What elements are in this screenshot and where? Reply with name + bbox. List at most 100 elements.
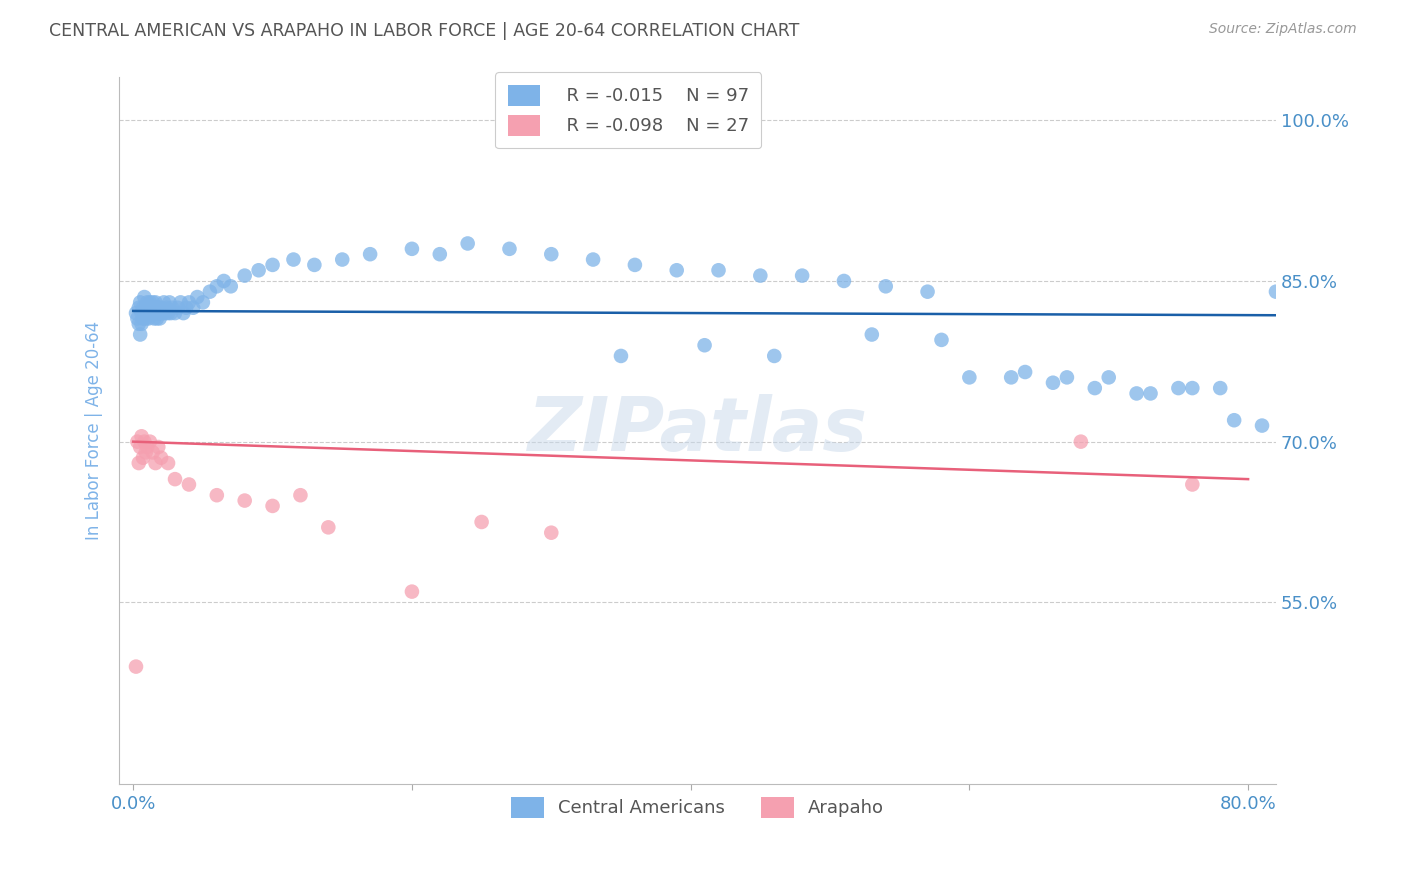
- Point: [186, 290, 208, 304]
- Point: [136, 440, 159, 454]
- Point: [155, 306, 177, 320]
- Point: [129, 295, 152, 310]
- Point: [624, 258, 647, 272]
- Point: [139, 306, 162, 320]
- Point: [145, 306, 167, 320]
- Point: [212, 274, 235, 288]
- Point: [160, 301, 183, 315]
- Point: [1098, 370, 1121, 384]
- Point: [1167, 381, 1189, 395]
- Point: [132, 450, 155, 465]
- Point: [153, 295, 176, 310]
- Point: [136, 295, 159, 310]
- Point: [540, 247, 562, 261]
- Point: [860, 327, 883, 342]
- Point: [262, 499, 284, 513]
- Point: [135, 311, 157, 326]
- Point: [205, 488, 228, 502]
- Point: [149, 311, 172, 326]
- Point: [142, 445, 165, 459]
- Point: [131, 429, 153, 443]
- Point: [141, 306, 163, 320]
- Point: [148, 306, 170, 320]
- Point: [172, 306, 194, 320]
- Point: [169, 295, 191, 310]
- Point: [471, 515, 494, 529]
- Point: [157, 306, 180, 320]
- Point: [138, 301, 160, 315]
- Point: [233, 493, 256, 508]
- Point: [181, 301, 204, 315]
- Point: [136, 306, 159, 320]
- Point: [457, 236, 479, 251]
- Point: [166, 301, 188, 315]
- Point: [139, 295, 162, 310]
- Point: [205, 279, 228, 293]
- Point: [141, 301, 163, 315]
- Point: [763, 349, 786, 363]
- Text: Source: ZipAtlas.com: Source: ZipAtlas.com: [1209, 22, 1357, 37]
- Point: [665, 263, 688, 277]
- Point: [1125, 386, 1147, 401]
- Point: [832, 274, 855, 288]
- Point: [401, 584, 423, 599]
- Point: [138, 311, 160, 326]
- Point: [1265, 285, 1288, 299]
- Point: [693, 338, 716, 352]
- Point: [875, 279, 897, 293]
- Point: [129, 327, 152, 342]
- Point: [304, 258, 326, 272]
- Point: [160, 306, 183, 320]
- Point: [125, 306, 148, 320]
- Point: [142, 295, 165, 310]
- Point: [1181, 381, 1204, 395]
- Point: [540, 525, 562, 540]
- Point: [359, 247, 381, 261]
- Point: [132, 311, 155, 326]
- Point: [134, 290, 156, 304]
- Point: [233, 268, 256, 283]
- Point: [318, 520, 340, 534]
- Point: [125, 659, 148, 673]
- Point: [582, 252, 605, 267]
- Point: [283, 252, 305, 267]
- Point: [145, 295, 167, 310]
- Point: [1181, 477, 1204, 491]
- Point: [128, 301, 150, 315]
- Point: [139, 434, 162, 449]
- Text: ZIPatlas: ZIPatlas: [527, 394, 868, 467]
- Point: [429, 247, 451, 261]
- Point: [148, 440, 170, 454]
- Point: [498, 242, 520, 256]
- Point: [1209, 381, 1232, 395]
- Point: [749, 268, 772, 283]
- Text: CENTRAL AMERICAN VS ARAPAHO IN LABOR FORCE | AGE 20-64 CORRELATION CHART: CENTRAL AMERICAN VS ARAPAHO IN LABOR FOR…: [49, 22, 800, 40]
- Point: [143, 301, 166, 315]
- Point: [177, 295, 200, 310]
- Y-axis label: In Labor Force | Age 20-64: In Labor Force | Age 20-64: [86, 321, 103, 541]
- Point: [1251, 418, 1274, 433]
- Point: [198, 285, 221, 299]
- Legend: Central Americans, Arapaho: Central Americans, Arapaho: [503, 789, 891, 825]
- Point: [792, 268, 814, 283]
- Point: [146, 301, 169, 315]
- Point: [142, 306, 165, 320]
- Point: [1139, 386, 1161, 401]
- Point: [128, 317, 150, 331]
- Point: [957, 370, 980, 384]
- Point: [219, 279, 242, 293]
- Point: [163, 306, 186, 320]
- Point: [1084, 381, 1107, 395]
- Point: [129, 440, 152, 454]
- Point: [131, 317, 153, 331]
- Point: [152, 306, 174, 320]
- Point: [127, 311, 149, 326]
- Point: [132, 301, 155, 315]
- Point: [128, 456, 150, 470]
- Point: [262, 258, 284, 272]
- Point: [610, 349, 633, 363]
- Point: [148, 301, 170, 315]
- Point: [156, 301, 179, 315]
- Point: [150, 301, 173, 315]
- Point: [150, 450, 173, 465]
